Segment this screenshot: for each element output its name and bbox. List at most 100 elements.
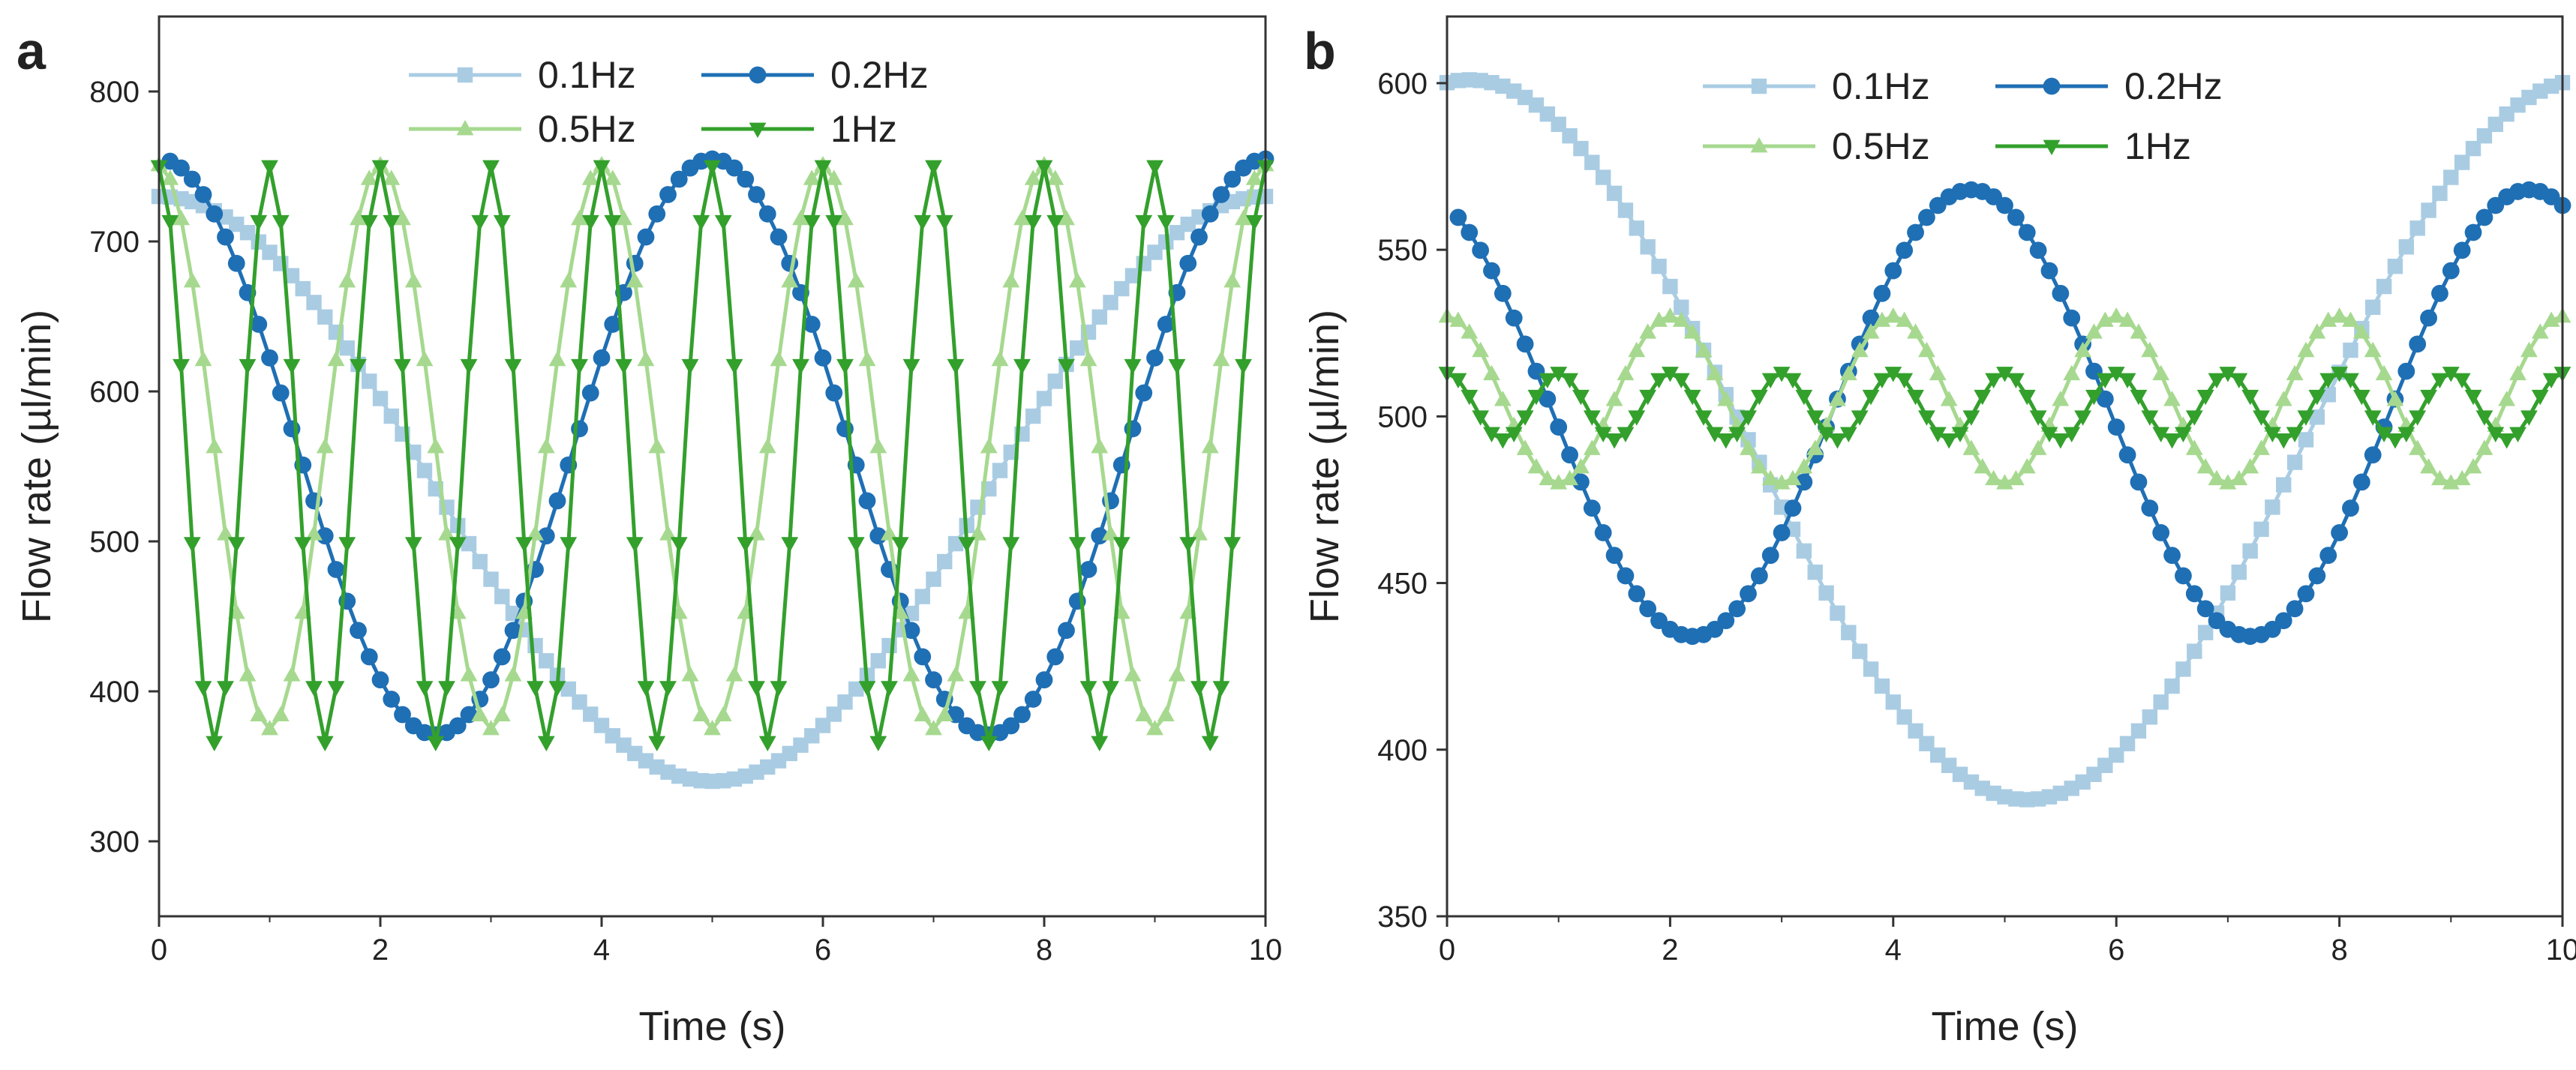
data-point-1Hz-99: [2542, 373, 2560, 389]
data-point-1Hz-4: [194, 681, 212, 697]
legend-label-0.1Hz: 0.1Hz: [538, 54, 636, 96]
data-point-1Hz-35: [1829, 433, 1846, 449]
data-point-0.5Hz-96: [2509, 364, 2526, 381]
data-point-1Hz-95: [2498, 433, 2516, 449]
data-point-0.5Hz-33: [1806, 439, 1824, 455]
data-point-0.5Hz-24: [1706, 364, 1724, 381]
data-point-0.5Hz-18: [1639, 323, 1657, 339]
data-point-0.2Hz-25: [1728, 600, 1746, 618]
data-point-0.5Hz-30: [1773, 474, 1791, 490]
data-point-0.2Hz-79: [1035, 671, 1053, 689]
data-point-0.5Hz-29: [471, 706, 489, 721]
data-point-0.2Hz-11: [1572, 473, 1590, 491]
data-point-1Hz-30: [1773, 367, 1791, 382]
data-point-1Hz-33: [515, 537, 533, 553]
data-point-1Hz-42: [615, 358, 632, 375]
data-point-1Hz-94: [1190, 681, 1208, 697]
data-point-0.5Hz-2: [173, 209, 190, 226]
data-point-0.2Hz-95: [1212, 186, 1230, 203]
data-point-0.1Hz-72: [947, 535, 964, 552]
data-point-1Hz-55: [2052, 433, 2070, 449]
data-point-0.5Hz-3: [1472, 341, 1490, 358]
data-point-0.2Hz-55: [2063, 309, 2081, 327]
data-point-1Hz-64: [2152, 427, 2170, 442]
data-point-0.2Hz-61: [2130, 473, 2148, 491]
x-tick-label-6: 6: [815, 934, 831, 967]
data-point-1Hz-30: [482, 160, 500, 175]
data-point-1Hz-88: [2420, 389, 2437, 406]
data-point-1Hz-23: [404, 537, 422, 553]
data-point-0.2Hz-64: [2163, 547, 2181, 565]
data-point-0.5Hz-23: [404, 271, 422, 288]
data-point-0.1Hz-41: [1896, 709, 1912, 725]
data-point-1Hz-79: [2319, 373, 2337, 389]
data-point-1Hz-20: [1662, 367, 1679, 382]
y-tick-label-400: 400: [1377, 734, 1428, 767]
data-point-1Hz-97: [1223, 537, 1241, 553]
data-point-0.5Hz-28: [1750, 458, 1768, 474]
data-point-0.2Hz-15: [1617, 567, 1635, 585]
data-point-0.2Hz-13: [1594, 524, 1612, 541]
data-point-1Hz-34: [1818, 427, 1835, 442]
x-tick-label-8: 8: [1036, 934, 1052, 967]
data-point-1Hz-6: [217, 681, 234, 697]
data-point-1Hz-70: [2219, 367, 2237, 382]
data-point-0.2Hz-5: [1505, 309, 1523, 327]
data-point-0.5Hz-83: [1068, 271, 1086, 288]
data-point-1Hz-74: [969, 681, 986, 697]
data-point-1Hz-92: [1168, 358, 1186, 375]
data-point-0.5Hz-7: [1516, 439, 1534, 455]
data-point-0.2Hz-40: [604, 316, 622, 333]
data-point-0.1Hz-36: [1841, 625, 1857, 640]
data-point-0.5Hz-3: [183, 271, 201, 288]
data-point-1Hz-41: [1896, 373, 1914, 389]
data-point-0.1Hz-32: [1796, 543, 1812, 559]
data-point-0.5Hz-93: [2475, 439, 2493, 455]
data-point-0.5Hz-38: [571, 209, 588, 226]
data-point-0.1Hz-78: [2309, 409, 2325, 425]
data-point-0.5Hz-48: [1974, 458, 1992, 474]
data-point-1Hz-58: [2085, 389, 2103, 406]
data-point-0.5Hz-44: [637, 350, 655, 367]
data-point-0.1Hz-87: [2409, 220, 2425, 236]
data-point-1Hz-38: [571, 358, 588, 375]
legend-label-1Hz: 1Hz: [2124, 125, 2191, 167]
data-point-0.1Hz-85: [2387, 259, 2403, 274]
data-point-0.1Hz-12: [284, 268, 300, 283]
data-point-1Hz-65: [2163, 433, 2181, 449]
data-point-1Hz-41: [604, 214, 622, 231]
data-point-0.5Hz-79: [1024, 169, 1042, 185]
data-point-0.2Hz-26: [449, 717, 467, 735]
data-point-0.5Hz-97: [1223, 271, 1241, 288]
data-point-0.2Hz-67: [2196, 600, 2214, 618]
data-point-0.1Hz-88: [1124, 268, 1141, 283]
data-point-0.5Hz-62: [2130, 323, 2148, 339]
data-point-0.2Hz-39: [593, 349, 611, 367]
data-point-1Hz-84: [2375, 427, 2393, 442]
data-point-0.5Hz-59: [803, 169, 821, 185]
x-tick-label-2: 2: [372, 934, 389, 967]
data-point-1Hz-86: [2397, 427, 2415, 442]
data-point-0.2Hz-54: [758, 205, 776, 223]
data-point-0.1Hz-68: [2197, 625, 2214, 640]
data-point-1Hz-9: [1539, 373, 1557, 389]
data-point-0.1Hz-84: [2376, 278, 2392, 295]
data-point-0.5Hz-90: [2442, 474, 2460, 490]
legend-item-0.1Hz: 0.1Hz: [409, 54, 636, 96]
data-point-0.2Hz-18: [360, 648, 378, 666]
data-point-0.2Hz-54: [2052, 284, 2070, 302]
data-point-0.5Hz-45: [1940, 391, 1958, 406]
data-point-0.2Hz-91: [2464, 223, 2482, 241]
data-point-0.5Hz-10: [261, 720, 278, 736]
data-point-1Hz-14: [1594, 427, 1612, 442]
data-point-0.2Hz-43: [637, 228, 655, 246]
data-point-0.2Hz-81: [2352, 473, 2370, 491]
legend-label-0.5Hz: 0.5Hz: [538, 108, 636, 150]
data-point-0.5Hz-45: [648, 438, 666, 454]
legend-label-1Hz: 1Hz: [830, 108, 897, 150]
data-point-1Hz-95: [1201, 736, 1219, 751]
data-point-0.1Hz-14: [1595, 169, 1611, 185]
data-point-0.1Hz-81: [1047, 373, 1063, 389]
data-point-0.1Hz-65: [2164, 678, 2180, 694]
data-point-0.1Hz-75: [2276, 477, 2292, 493]
